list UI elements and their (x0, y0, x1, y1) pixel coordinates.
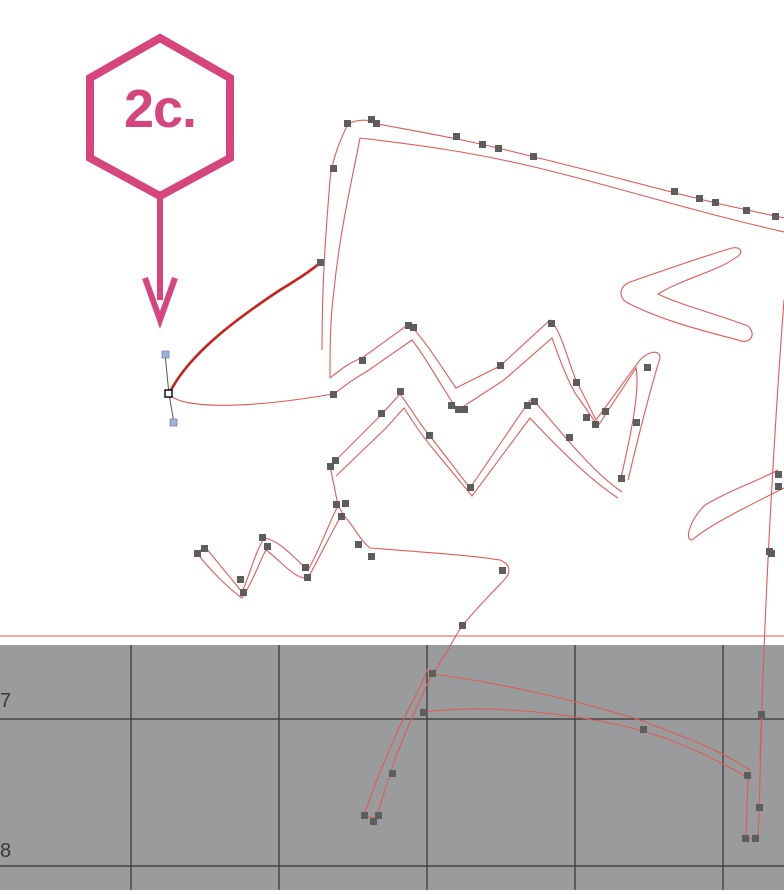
direction-handle-top[interactable] (161, 350, 170, 359)
path-mid-bar-outer[interactable] (329, 465, 510, 581)
path-right-stroke[interactable] (759, 299, 784, 761)
path-lower-zigzag-outer[interactable] (329, 393, 623, 493)
path-left-inner[interactable] (329, 137, 361, 379)
bezier-handles[interactable] (161, 350, 178, 427)
path-chevron[interactable] (620, 247, 753, 342)
direction-handle-bottom[interactable] (169, 418, 178, 427)
callout-arrow (142, 198, 178, 329)
step-badge-hexagon (86, 34, 234, 200)
path-connector[interactable] (168, 393, 334, 406)
path-top-inner[interactable] (359, 137, 784, 233)
ruler-label-7: 7 (0, 690, 12, 712)
path-right-hook[interactable] (687, 469, 784, 541)
anchor-point[interactable] (164, 389, 173, 398)
path-bottom-bar-outer[interactable] (431, 673, 751, 771)
path-bottom-bar-inner[interactable] (423, 708, 763, 839)
path-lower-zigzag-inner[interactable] (335, 407, 619, 499)
path-upper-zigzag-outer[interactable] (329, 319, 661, 481)
path-left-edge[interactable] (321, 123, 349, 351)
step-label: 2c. (123, 79, 197, 139)
selected-path-segment[interactable] (167, 261, 322, 395)
anchor-points[interactable] (194, 116, 782, 842)
ruler-label-8: 8 (0, 840, 12, 862)
path-upper-zigzag-inner[interactable] (332, 337, 638, 483)
path-small-wave[interactable] (195, 505, 341, 599)
